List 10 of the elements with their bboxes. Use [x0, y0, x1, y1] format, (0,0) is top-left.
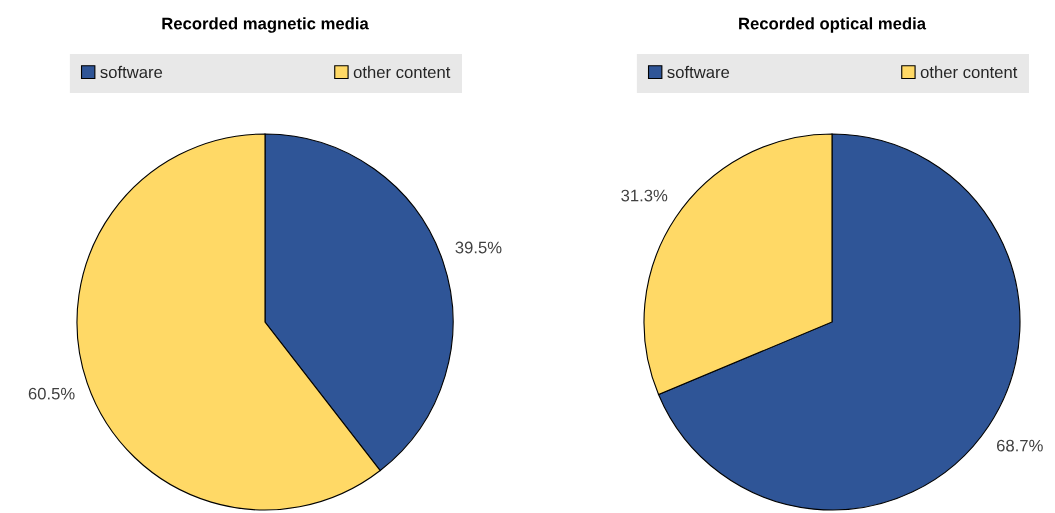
data-label: 39.5% — [455, 241, 502, 254]
data-label: 60.5% — [28, 387, 75, 400]
legend-label: software — [100, 65, 163, 79]
data-label: 68.7% — [996, 439, 1043, 452]
legend-label: software — [667, 65, 730, 79]
chart-title: Recorded magnetic media — [162, 17, 369, 33]
legend-label: other content — [353, 65, 451, 79]
chart-title: Recorded optical media — [739, 17, 927, 33]
data-label: 31.3% — [621, 189, 668, 202]
legend-label: other content — [920, 65, 1018, 79]
